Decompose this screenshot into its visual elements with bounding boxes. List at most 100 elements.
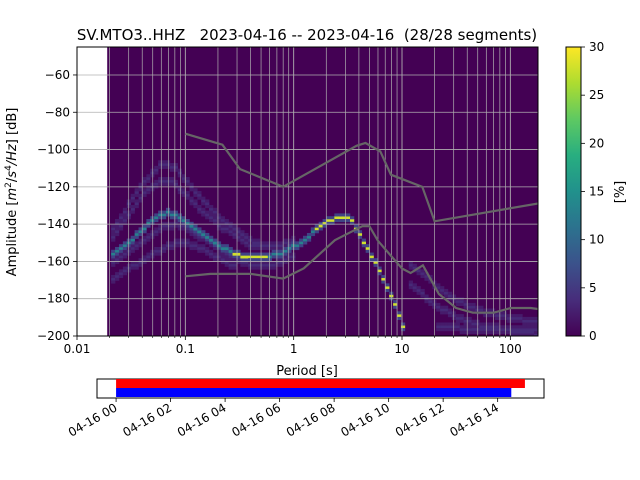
heatmap-cell <box>400 328 406 332</box>
heatmap-cell <box>115 255 120 259</box>
heatmap-cell <box>365 246 370 251</box>
heatmap-cell <box>228 252 233 256</box>
heatmap-cell <box>165 241 171 245</box>
heatmap-cell <box>283 241 288 245</box>
heatmap-cell <box>522 330 527 334</box>
heatmap-cell <box>502 314 507 318</box>
heatmap-cell <box>185 219 190 223</box>
heatmap-cell <box>244 260 249 265</box>
heatmap-cell <box>130 246 135 251</box>
heatmap-cell <box>212 216 218 220</box>
heatmap-cell <box>224 246 229 251</box>
heatmap-cell <box>530 316 535 320</box>
heatmap-cell <box>365 249 370 253</box>
heatmap-cell <box>142 241 147 245</box>
heatmap-cell <box>115 252 120 256</box>
heatmap-cell <box>154 216 159 220</box>
heatmap-cell <box>444 328 449 332</box>
heatmap-cell <box>142 191 147 195</box>
heatmap-cell <box>158 213 163 217</box>
heatmap-cell <box>216 224 222 228</box>
heatmap-cell <box>134 260 139 265</box>
heatmap-cell <box>154 252 159 256</box>
heatmap-cell <box>122 207 128 211</box>
heatmap-cell <box>440 322 445 326</box>
heatmap-cell <box>491 314 496 318</box>
heatmap-cell <box>275 260 280 265</box>
heatmap-cell <box>146 258 151 262</box>
heatmap-cell <box>224 244 229 248</box>
heatmap-cell <box>459 325 464 329</box>
heatmap-cell <box>385 288 390 293</box>
heatmap-cell <box>459 319 464 323</box>
heatmap-cell <box>177 238 182 242</box>
heatmap-cell <box>455 302 460 307</box>
heatmap-cell <box>244 255 249 259</box>
heatmap-cell <box>447 308 453 312</box>
heatmap-cell <box>483 325 488 329</box>
heatmap-cell <box>111 224 116 228</box>
heatmap-cell <box>146 219 151 223</box>
heatmap-cell <box>185 196 190 200</box>
heatmap-cell <box>487 322 492 326</box>
heatmap-cell <box>205 238 210 242</box>
x-axis-ticks: 0.01 0.1 1 10 100 <box>64 336 522 356</box>
heatmap-cell <box>177 241 182 245</box>
heatmap-cell <box>142 255 147 259</box>
heatmap-cell <box>263 252 269 256</box>
heatmap-cell <box>130 193 135 197</box>
colorbar-ticks: 0 5 10 15 20 25 30 <box>581 40 604 343</box>
heatmap-cell <box>440 328 445 332</box>
heatmap-cell <box>228 255 233 259</box>
heatmap-cell <box>416 272 421 276</box>
heatmap-cell <box>197 210 202 214</box>
heatmap-cell <box>252 241 257 245</box>
heatmap-cell <box>283 252 288 256</box>
heatmap-cell <box>138 258 143 262</box>
heatmap-cell <box>314 227 319 231</box>
heatmap-cell <box>232 230 237 234</box>
timeline-tick-label: 04-16 00 <box>66 400 120 439</box>
heatmap-cell <box>138 182 143 186</box>
heatmap-cell <box>216 244 222 248</box>
heatmap-cell <box>444 308 449 312</box>
heatmap-cell <box>173 210 178 214</box>
heatmap-cell <box>514 330 519 334</box>
heatmap-cell <box>440 325 445 329</box>
heatmap-cell <box>236 232 241 237</box>
heatmap-cell <box>236 238 241 242</box>
heatmap-cell <box>146 238 151 242</box>
heatmap-cell <box>111 274 116 279</box>
heatmap-cell <box>177 191 182 195</box>
heatmap-cell <box>201 199 206 203</box>
y-tick-label: −80 <box>45 105 70 119</box>
heatmap-cell <box>310 232 316 237</box>
heatmap-cell <box>463 300 468 304</box>
heatmap-cell <box>502 311 507 315</box>
heatmap-cell <box>522 325 527 329</box>
heatmap-cell <box>118 249 124 253</box>
heatmap-cell <box>381 280 386 284</box>
heatmap-cell <box>236 249 241 253</box>
heatmap-cell <box>322 221 327 225</box>
heatmap-cell <box>295 246 300 251</box>
heatmap-cell <box>130 235 135 239</box>
heatmap-cell <box>165 177 171 181</box>
heatmap-cell <box>467 319 472 323</box>
x-tick-label: 100 <box>499 342 522 356</box>
heatmap-cell <box>197 191 202 195</box>
heatmap-cell <box>318 221 323 225</box>
heatmap-cell <box>197 227 202 231</box>
heatmap-cell <box>146 224 151 228</box>
heatmap-cell <box>436 322 441 326</box>
heatmap-cell <box>142 177 147 181</box>
heatmap-cell <box>275 258 280 262</box>
heatmap-cell <box>118 255 124 259</box>
colorbar-gradient <box>565 46 582 337</box>
heatmap-cell <box>510 328 515 332</box>
heatmap-cell <box>256 258 261 262</box>
heatmap-cell <box>240 263 245 267</box>
heatmap-cell <box>111 263 116 267</box>
y-tick-label: −160 <box>37 254 70 268</box>
heatmap-cell <box>212 252 218 256</box>
